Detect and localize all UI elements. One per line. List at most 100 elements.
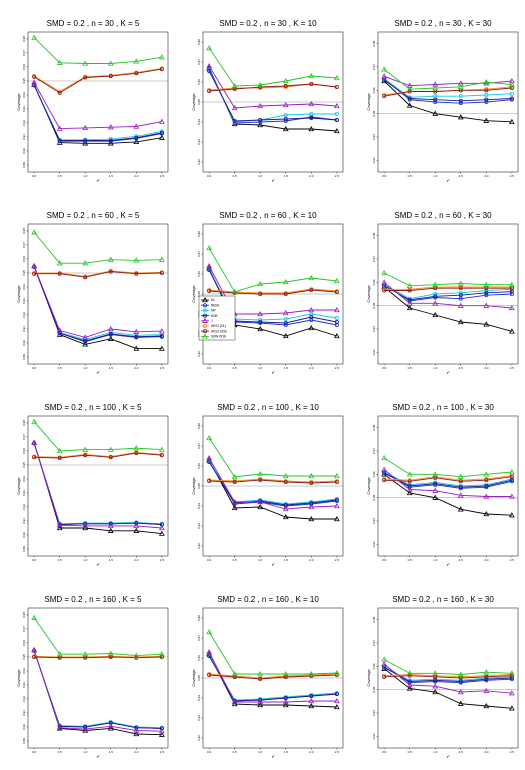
series-line xyxy=(384,475,512,481)
data-point xyxy=(309,116,314,121)
data-point xyxy=(134,271,139,276)
y-tick-label: 0.96 xyxy=(197,271,201,277)
data-point xyxy=(457,671,464,677)
data-point xyxy=(57,138,62,143)
series-line xyxy=(33,232,162,264)
x-tick-label: 0.5 xyxy=(233,750,238,754)
y-tick-label: 0.97 xyxy=(372,64,376,70)
y-tick-label: 0.92 xyxy=(22,120,26,126)
series-line xyxy=(209,479,337,484)
series-reml xyxy=(207,458,339,508)
data-point xyxy=(231,698,238,705)
data-point xyxy=(458,479,463,484)
x-tick-label: 2.5 xyxy=(335,750,340,754)
y-tick-label: 0.92 xyxy=(197,735,201,741)
series-line xyxy=(383,78,512,104)
data-point xyxy=(133,138,140,145)
y-tick-label: 0.91 xyxy=(22,326,26,332)
data-point xyxy=(133,328,140,334)
data-point xyxy=(134,334,139,339)
data-point xyxy=(31,229,38,235)
data-point xyxy=(381,66,388,72)
y-tick-label: 0.97 xyxy=(197,635,201,641)
series-line xyxy=(33,37,162,64)
x-tick-label: 1.0 xyxy=(433,366,438,370)
data-point xyxy=(433,294,438,299)
data-point xyxy=(56,724,63,730)
panel-title: SMD = 0.2 , n = 30 , K = 30 xyxy=(394,19,492,28)
data-point xyxy=(231,670,238,677)
panel-1: SMD = 0.2 , n = 30 , K = 5 0.89 0.90 0.91 0.… xyxy=(16,19,169,183)
series-line xyxy=(33,650,162,729)
data-point xyxy=(432,311,439,318)
x-tick-label: 2.0 xyxy=(134,366,139,370)
data-point xyxy=(382,288,387,293)
data-point xyxy=(207,89,212,94)
data-point xyxy=(484,290,489,295)
data-point xyxy=(508,81,515,87)
x-tick-label: 2.5 xyxy=(510,174,515,178)
series-line xyxy=(383,665,512,681)
data-point xyxy=(483,669,490,675)
y-tick-label: 0.97 xyxy=(197,59,201,65)
legend-label: MP xyxy=(211,309,216,313)
x-tick-label: 2.5 xyxy=(160,366,165,370)
data-point xyxy=(407,96,412,101)
series-line xyxy=(383,473,512,516)
data-point xyxy=(308,503,315,510)
data-point xyxy=(257,102,264,109)
y-axis-label: Coverage xyxy=(191,285,196,303)
y-tick-label: 0.91 xyxy=(22,518,26,524)
y-tick-label: 0.96 xyxy=(22,448,26,454)
series-j xyxy=(31,79,165,131)
data-point xyxy=(56,447,63,454)
y-tick-label: 0.98 xyxy=(197,615,201,621)
panel-title: SMD = 0.2 , n = 30 , K = 5 xyxy=(47,19,140,28)
data-point xyxy=(206,262,213,269)
series-line xyxy=(33,649,162,736)
series-reml xyxy=(32,441,164,527)
series-line xyxy=(33,85,162,142)
data-point xyxy=(333,697,340,704)
series-ssw-kdb xyxy=(31,614,165,658)
data-point xyxy=(282,701,289,708)
data-point xyxy=(158,256,165,262)
series-line xyxy=(383,472,512,488)
data-point xyxy=(508,118,515,124)
data-point xyxy=(406,685,413,691)
x-tick-label: 0.5 xyxy=(408,750,413,754)
x-tick-label: 0.0 xyxy=(382,750,387,754)
series-line xyxy=(208,65,337,109)
data-point xyxy=(257,498,264,505)
data-point xyxy=(83,453,88,458)
y-tick-label: 0.93 xyxy=(22,682,26,688)
y-tick-label: 0.92 xyxy=(22,312,26,318)
y-tick-label: 0.93 xyxy=(372,157,376,163)
y-tick-label: 0.97 xyxy=(22,50,26,56)
x-tick-label: 0.5 xyxy=(58,366,63,370)
data-point xyxy=(134,521,139,526)
x-tick-label: 0.5 xyxy=(233,366,238,370)
data-point xyxy=(432,300,439,306)
x-tick-label: 1.5 xyxy=(459,558,464,562)
data-point xyxy=(432,110,439,116)
series-line xyxy=(33,84,162,144)
data-point xyxy=(108,331,113,336)
data-point xyxy=(283,113,288,118)
y-tick-label: 0.97 xyxy=(197,443,201,449)
y-tick-label: 0.98 xyxy=(22,36,26,42)
data-point xyxy=(31,34,38,40)
data-point xyxy=(83,521,88,526)
y-tick-label: 0.94 xyxy=(197,503,201,509)
data-point xyxy=(133,257,140,263)
series-kdb xyxy=(382,77,514,103)
series-line xyxy=(33,442,162,529)
y-tick-label: 0.89 xyxy=(22,738,26,744)
x-axis-label: τ² xyxy=(97,370,101,375)
data-point xyxy=(56,59,63,65)
data-point xyxy=(433,291,438,296)
data-point xyxy=(483,702,490,709)
data-point xyxy=(509,91,514,96)
data-point xyxy=(457,83,464,89)
